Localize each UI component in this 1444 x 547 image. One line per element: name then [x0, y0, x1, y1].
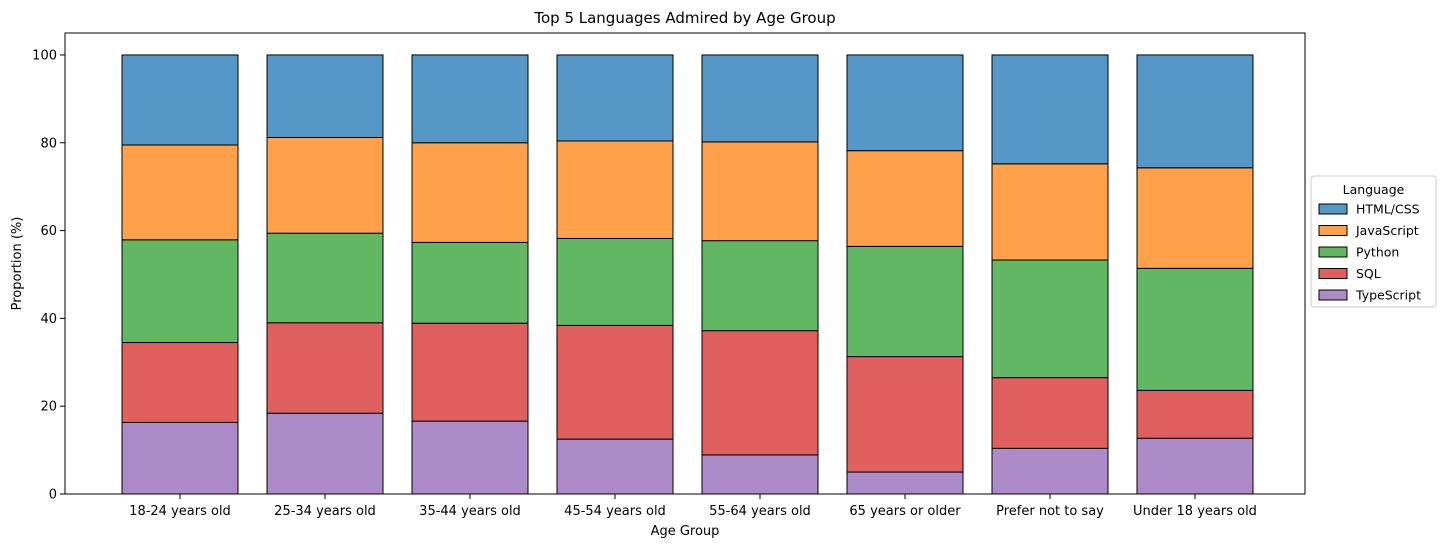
- bar-segment-sql-5: [701, 330, 819, 456]
- x-tick-label: 65 years or older: [849, 504, 961, 519]
- x-tick-label: 55-64 years old: [709, 504, 811, 519]
- legend-swatch-python: [1318, 246, 1348, 258]
- bar-segment-typescript-7: [991, 447, 1109, 495]
- bar-segment-javascript-6: [846, 150, 964, 247]
- y-tick-label: 60: [40, 224, 57, 239]
- plot-frame: [64, 32, 1306, 495]
- x-axis-label: Age Group: [651, 524, 720, 539]
- bar-segment-python-4: [556, 237, 674, 326]
- bar-segment-sql-6: [846, 356, 964, 473]
- bar-segment-javascript-8: [1136, 167, 1254, 269]
- bar-segment-typescript-6: [846, 471, 964, 495]
- bar-segment-html-css-2: [266, 54, 384, 138]
- bar-segment-sql-2: [266, 322, 384, 414]
- x-tick-label: Prefer not to say: [996, 504, 1104, 519]
- y-tick-label: 100: [32, 48, 57, 63]
- bar-segment-typescript-1: [121, 421, 239, 495]
- x-tick-label: 25-34 years old: [274, 504, 376, 519]
- bar-segment-python-1: [121, 239, 239, 344]
- y-tick-label: 40: [40, 312, 57, 327]
- bar-segment-typescript-4: [556, 438, 674, 495]
- bar-segment-python-6: [846, 245, 964, 358]
- y-axis: 0 20 40 60 80 100: [32, 48, 65, 503]
- x-axis: 18-24 years old 25-34 years old 35-44 year…: [129, 494, 1257, 519]
- chart-title: Top 5 Languages Admired by Age Group: [533, 9, 835, 27]
- legend-label: TypeScript: [1355, 288, 1421, 303]
- y-tick-label: 20: [40, 400, 57, 415]
- bar-segment-html-css-8: [1136, 54, 1254, 169]
- bar-segment-typescript-8: [1136, 437, 1254, 495]
- legend-swatch-typescript: [1318, 289, 1348, 301]
- bar-segment-html-css-1: [121, 54, 239, 146]
- bar-segment-javascript-3: [411, 142, 529, 243]
- bar-segment-typescript-3: [411, 420, 529, 495]
- y-axis-label: Proportion (%): [10, 217, 25, 311]
- bar-segment-javascript-7: [991, 163, 1109, 261]
- bar-segment-sql-8: [1136, 389, 1254, 439]
- bar-segment-javascript-4: [556, 140, 674, 239]
- bar-segment-python-5: [701, 240, 819, 332]
- bar-segment-typescript-2: [266, 412, 384, 495]
- bar-segment-javascript-5: [701, 141, 819, 242]
- bar-segment-sql-1: [121, 342, 239, 423]
- bar-segment-html-css-7: [991, 54, 1109, 165]
- bar-segment-html-css-4: [556, 54, 674, 142]
- legend-label: SQL: [1356, 266, 1381, 281]
- legend-items: HTML/CSS JavaScript Python SQL TypeScript: [1318, 202, 1421, 303]
- y-tick-label: 80: [40, 136, 57, 151]
- legend-title: Language: [1343, 182, 1405, 197]
- legend-swatch-javascript: [1318, 225, 1348, 236]
- bar-segment-javascript-1: [121, 144, 239, 241]
- x-tick-label: 35-44 years old: [419, 504, 521, 519]
- bar-segment-python-8: [1136, 267, 1254, 391]
- x-tick-label: 18-24 years old: [129, 504, 231, 519]
- legend-label: Python: [1356, 245, 1399, 260]
- bar-segment-python-3: [411, 241, 529, 324]
- legend-swatch-sql: [1318, 268, 1348, 279]
- bars-group: [121, 54, 1254, 495]
- bar-segment-javascript-2: [266, 136, 384, 234]
- bar-segment-html-css-6: [846, 54, 964, 152]
- legend-label: HTML/CSS: [1356, 202, 1420, 217]
- x-tick-label: 45-54 years old: [564, 504, 666, 519]
- legend-swatch-html-css: [1318, 203, 1348, 215]
- bar-segment-sql-4: [556, 324, 674, 440]
- bar-segment-sql-7: [991, 377, 1109, 449]
- bar-segment-html-css-3: [411, 54, 529, 144]
- bar-segment-python-2: [266, 232, 384, 324]
- bar-segment-sql-3: [411, 322, 529, 422]
- legend: Language HTML/CSS JavaScript Python SQL Type…: [1310, 175, 1437, 308]
- bar-segment-python-7: [991, 259, 1109, 379]
- x-tick-label: Under 18 years old: [1133, 504, 1257, 519]
- bar-segment-typescript-5: [701, 454, 819, 495]
- y-tick-label: 0: [49, 488, 57, 503]
- legend-label: JavaScript: [1355, 223, 1419, 238]
- bar-segment-html-css-5: [701, 54, 819, 143]
